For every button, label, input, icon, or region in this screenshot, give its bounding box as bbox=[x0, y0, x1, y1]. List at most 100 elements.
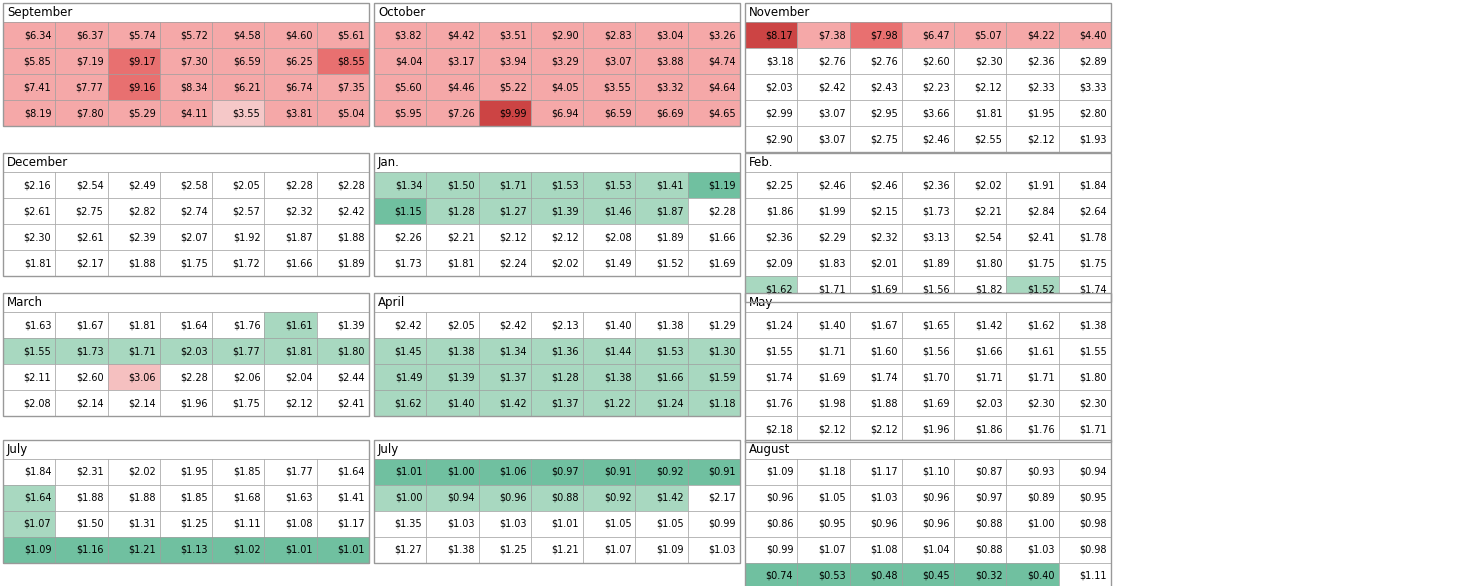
Text: $1.38: $1.38 bbox=[1080, 320, 1106, 330]
Bar bbox=[426, 250, 479, 276]
Text: $4.04: $4.04 bbox=[394, 56, 423, 66]
Text: $1.62: $1.62 bbox=[1028, 320, 1054, 330]
Text: $7.30: $7.30 bbox=[181, 56, 208, 66]
Bar bbox=[3, 48, 55, 74]
Text: $0.97: $0.97 bbox=[974, 493, 1003, 503]
Bar bbox=[160, 338, 212, 364]
Text: $4.60: $4.60 bbox=[285, 30, 313, 40]
Text: $0.89: $0.89 bbox=[1028, 493, 1054, 503]
Bar bbox=[635, 74, 688, 100]
Bar bbox=[55, 22, 108, 48]
Text: $0.91: $0.91 bbox=[604, 467, 632, 477]
Text: $1.53: $1.53 bbox=[655, 346, 684, 356]
Bar bbox=[212, 364, 264, 390]
Bar bbox=[1059, 224, 1111, 250]
Text: $2.12: $2.12 bbox=[974, 82, 1003, 92]
Bar bbox=[744, 416, 798, 442]
Text: $0.91: $0.91 bbox=[709, 467, 736, 477]
Text: $4.40: $4.40 bbox=[1080, 30, 1106, 40]
Text: $0.94: $0.94 bbox=[446, 493, 475, 503]
Text: $2.61: $2.61 bbox=[24, 206, 52, 216]
Text: $5.74: $5.74 bbox=[128, 30, 156, 40]
Text: $0.32: $0.32 bbox=[974, 571, 1003, 581]
Bar bbox=[635, 22, 688, 48]
Bar bbox=[902, 276, 954, 302]
Text: $1.50: $1.50 bbox=[446, 180, 475, 190]
Text: $9.17: $9.17 bbox=[128, 56, 156, 66]
Bar bbox=[264, 485, 317, 511]
Bar bbox=[1007, 250, 1059, 276]
Bar bbox=[108, 100, 160, 126]
Text: $1.61: $1.61 bbox=[285, 320, 313, 330]
Bar bbox=[317, 48, 369, 74]
Text: $2.30: $2.30 bbox=[1028, 398, 1054, 408]
Bar bbox=[426, 198, 479, 224]
Bar bbox=[3, 3, 369, 22]
Bar bbox=[744, 364, 798, 390]
Bar bbox=[55, 364, 108, 390]
Bar bbox=[850, 338, 902, 364]
Text: $1.78: $1.78 bbox=[1080, 232, 1106, 242]
Bar bbox=[160, 198, 212, 224]
Text: $7.38: $7.38 bbox=[819, 30, 845, 40]
Bar bbox=[317, 22, 369, 48]
Bar bbox=[3, 312, 55, 338]
Bar bbox=[374, 3, 740, 126]
Bar bbox=[3, 364, 55, 390]
Bar bbox=[954, 224, 1007, 250]
Bar bbox=[160, 459, 212, 485]
Text: $6.59: $6.59 bbox=[604, 108, 632, 118]
Text: $1.81: $1.81 bbox=[129, 320, 156, 330]
Bar bbox=[108, 74, 160, 100]
Bar bbox=[583, 511, 635, 537]
Text: $1.81: $1.81 bbox=[24, 258, 52, 268]
Bar bbox=[531, 74, 583, 100]
Text: $5.72: $5.72 bbox=[181, 30, 208, 40]
Bar bbox=[3, 153, 369, 172]
Bar bbox=[850, 312, 902, 338]
Text: $1.60: $1.60 bbox=[871, 346, 897, 356]
Text: $1.89: $1.89 bbox=[922, 258, 951, 268]
Bar bbox=[3, 459, 55, 485]
Text: $0.99: $0.99 bbox=[709, 519, 736, 529]
Text: $1.55: $1.55 bbox=[765, 346, 793, 356]
Bar bbox=[798, 459, 850, 485]
Bar bbox=[55, 224, 108, 250]
Text: $1.09: $1.09 bbox=[24, 545, 52, 555]
Bar bbox=[374, 3, 740, 22]
Bar bbox=[1059, 511, 1111, 537]
Text: $1.30: $1.30 bbox=[709, 346, 736, 356]
Bar bbox=[160, 312, 212, 338]
Text: $1.75: $1.75 bbox=[181, 258, 208, 268]
Text: November: November bbox=[749, 6, 810, 19]
Text: $8.17: $8.17 bbox=[765, 30, 793, 40]
Text: $1.05: $1.05 bbox=[604, 519, 632, 529]
Text: $9.99: $9.99 bbox=[500, 108, 526, 118]
Bar bbox=[3, 338, 55, 364]
Bar bbox=[583, 537, 635, 563]
Bar bbox=[374, 511, 426, 537]
Bar bbox=[479, 312, 531, 338]
Bar bbox=[426, 364, 479, 390]
Bar bbox=[531, 485, 583, 511]
Text: $2.84: $2.84 bbox=[1028, 206, 1054, 216]
Text: $8.55: $8.55 bbox=[337, 56, 365, 66]
Text: $3.04: $3.04 bbox=[655, 30, 684, 40]
Bar bbox=[635, 172, 688, 198]
Text: $2.80: $2.80 bbox=[1080, 108, 1106, 118]
Bar bbox=[583, 364, 635, 390]
Bar bbox=[798, 537, 850, 563]
Bar bbox=[3, 153, 369, 276]
Bar bbox=[479, 198, 531, 224]
Bar bbox=[3, 293, 369, 416]
Text: $1.55: $1.55 bbox=[24, 346, 52, 356]
Text: $2.12: $2.12 bbox=[817, 424, 845, 434]
Text: $1.31: $1.31 bbox=[129, 519, 156, 529]
Bar bbox=[426, 390, 479, 416]
Bar bbox=[3, 537, 55, 563]
Bar bbox=[212, 22, 264, 48]
Bar bbox=[798, 224, 850, 250]
Text: $4.58: $4.58 bbox=[233, 30, 261, 40]
Bar bbox=[3, 172, 55, 198]
Bar bbox=[902, 100, 954, 126]
